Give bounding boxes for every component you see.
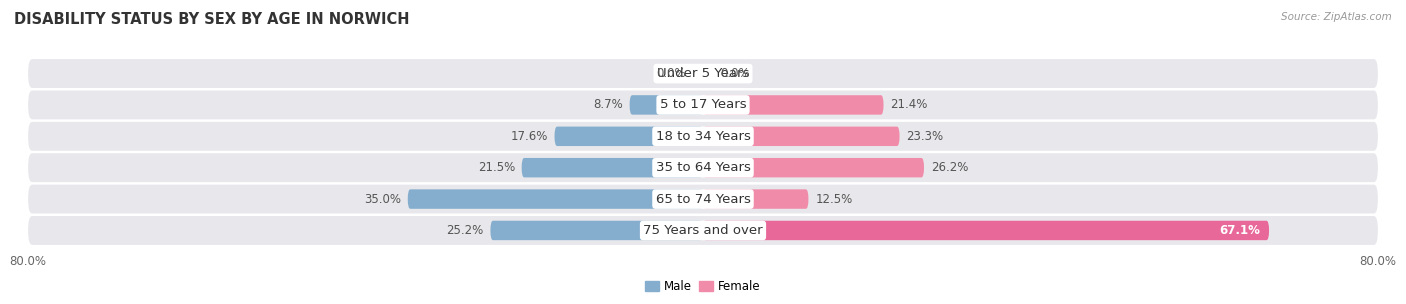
FancyBboxPatch shape [28,185,1378,213]
Text: 5 to 17 Years: 5 to 17 Years [659,98,747,112]
Text: 17.6%: 17.6% [510,130,548,143]
Text: 35 to 64 Years: 35 to 64 Years [655,161,751,174]
FancyBboxPatch shape [554,126,703,146]
Text: DISABILITY STATUS BY SEX BY AGE IN NORWICH: DISABILITY STATUS BY SEX BY AGE IN NORWI… [14,12,409,27]
Text: 35.0%: 35.0% [364,192,401,206]
Text: 26.2%: 26.2% [931,161,969,174]
FancyBboxPatch shape [522,158,703,178]
Text: 21.5%: 21.5% [478,161,515,174]
Text: 65 to 74 Years: 65 to 74 Years [655,192,751,206]
Text: 0.0%: 0.0% [720,67,749,80]
Text: 0.0%: 0.0% [657,67,686,80]
FancyBboxPatch shape [28,122,1378,151]
Text: 8.7%: 8.7% [593,98,623,112]
Text: 21.4%: 21.4% [890,98,928,112]
Text: 75 Years and over: 75 Years and over [643,224,763,237]
Legend: Male, Female: Male, Female [641,275,765,298]
FancyBboxPatch shape [703,189,808,209]
Text: 23.3%: 23.3% [907,130,943,143]
Text: 25.2%: 25.2% [447,224,484,237]
Text: Source: ZipAtlas.com: Source: ZipAtlas.com [1281,12,1392,22]
FancyBboxPatch shape [703,126,900,146]
FancyBboxPatch shape [28,153,1378,182]
Text: 12.5%: 12.5% [815,192,852,206]
FancyBboxPatch shape [408,189,703,209]
FancyBboxPatch shape [491,221,703,240]
FancyBboxPatch shape [28,216,1378,245]
FancyBboxPatch shape [28,91,1378,119]
FancyBboxPatch shape [630,95,703,115]
Text: 18 to 34 Years: 18 to 34 Years [655,130,751,143]
FancyBboxPatch shape [703,158,924,178]
Text: Under 5 Years: Under 5 Years [657,67,749,80]
FancyBboxPatch shape [703,221,1270,240]
FancyBboxPatch shape [703,95,883,115]
Text: 67.1%: 67.1% [1220,224,1261,237]
FancyBboxPatch shape [28,59,1378,88]
